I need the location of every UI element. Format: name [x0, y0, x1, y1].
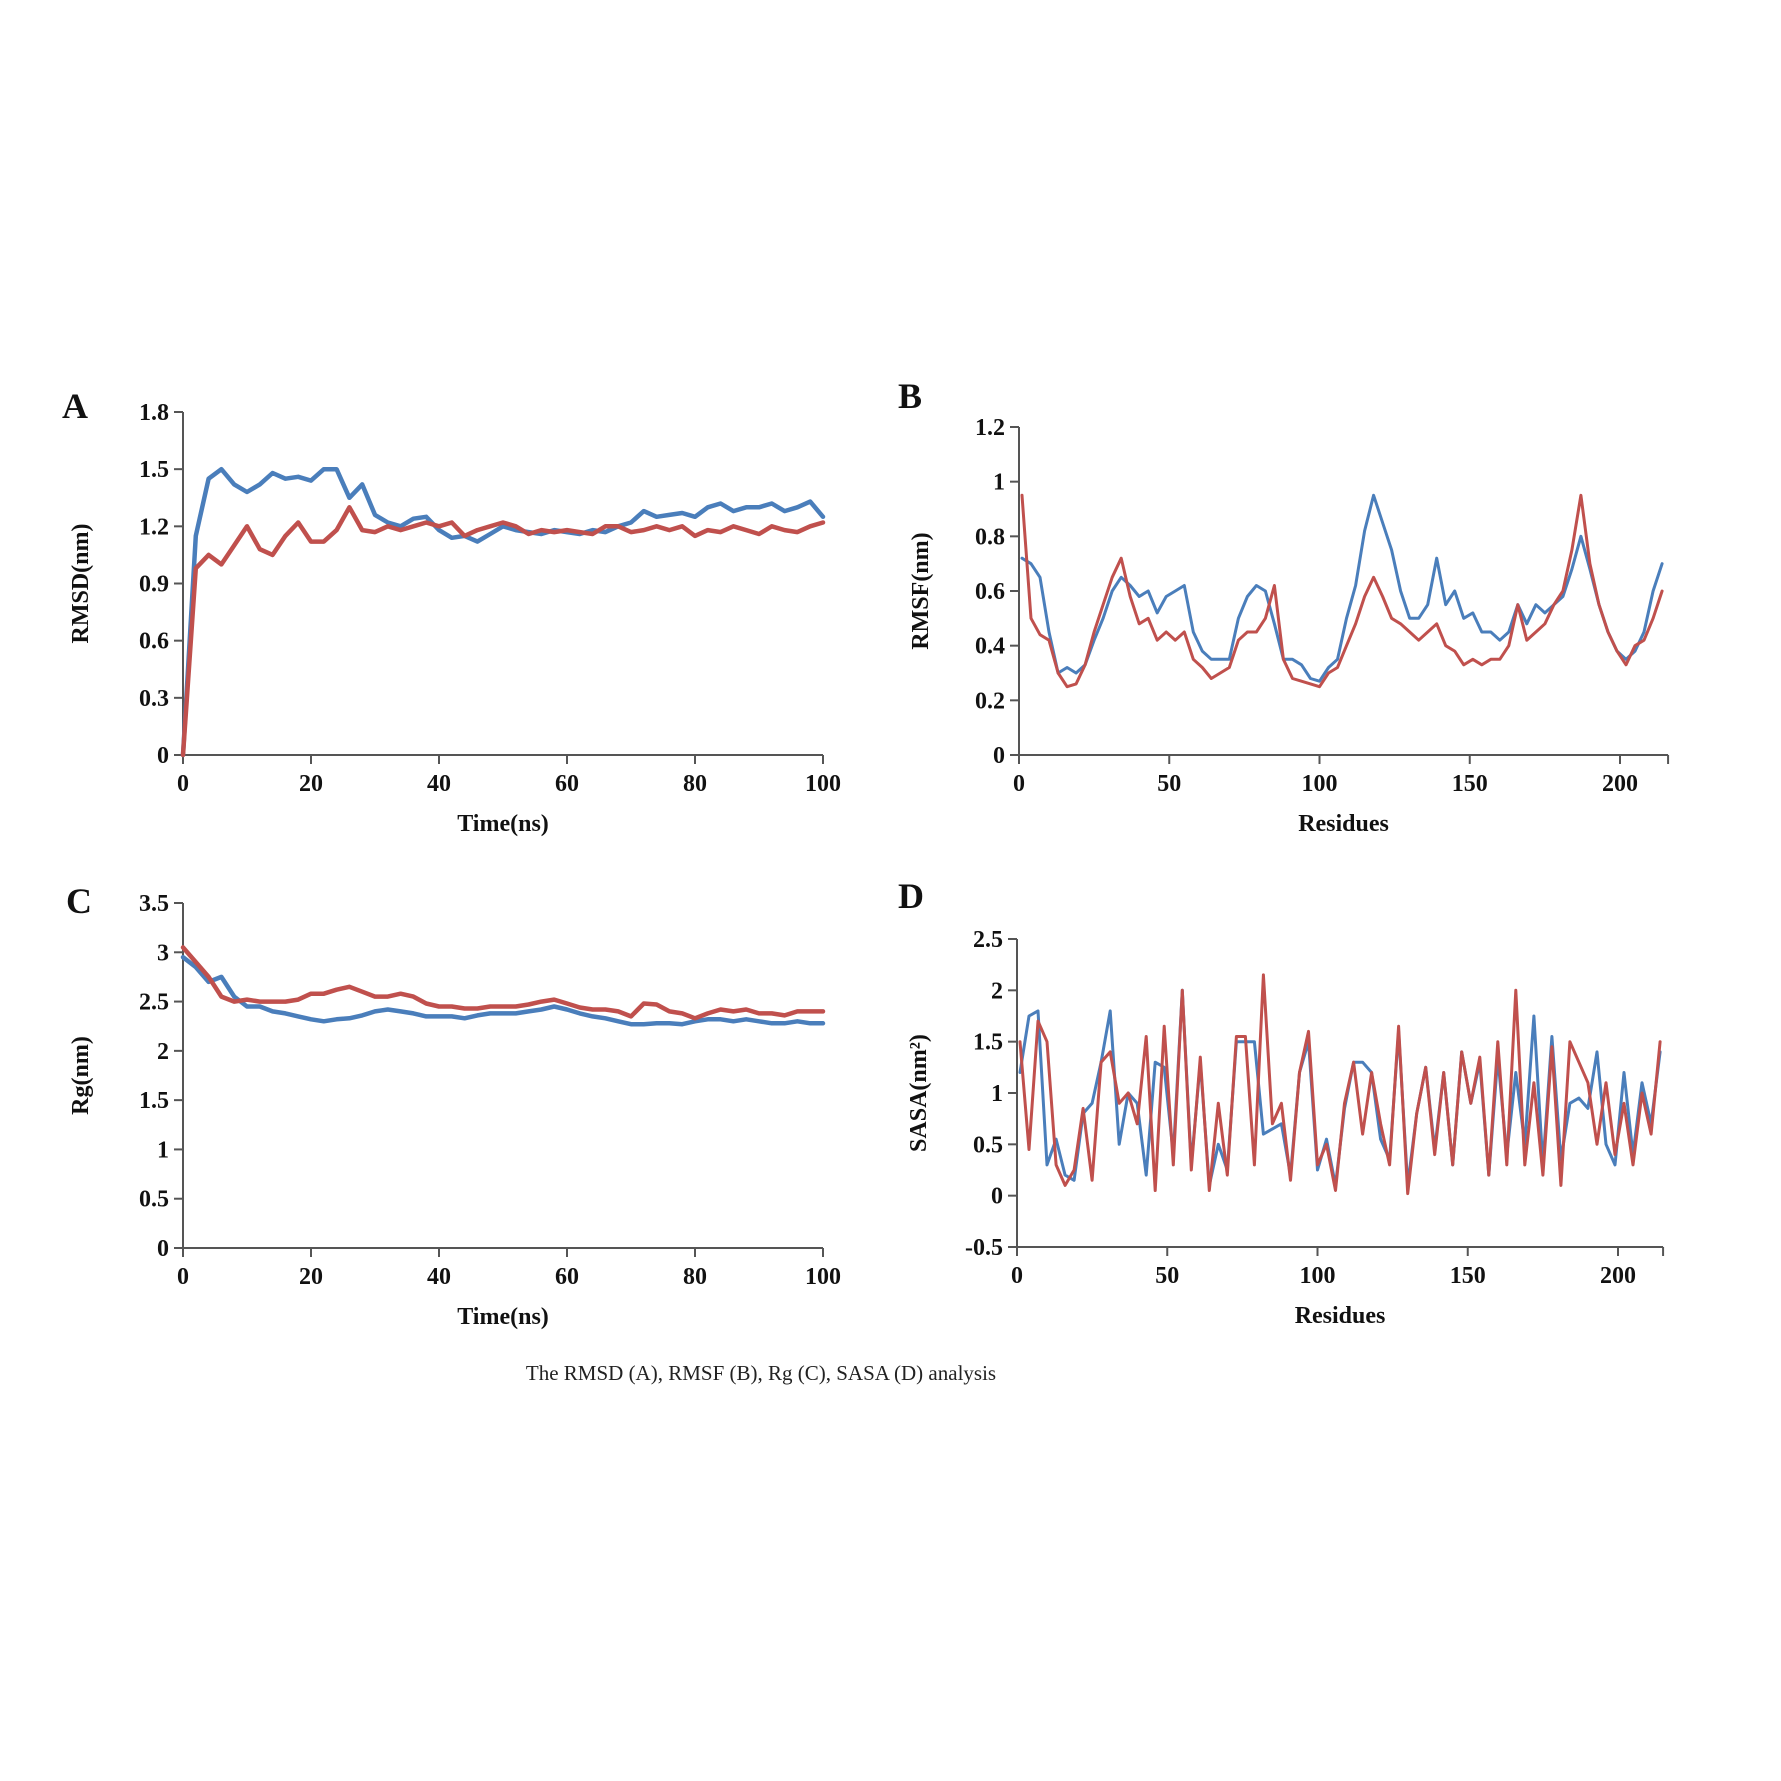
y-tick-label: 0	[993, 743, 1005, 769]
panel-label: B	[898, 376, 922, 416]
y-tick-label: 0.5	[139, 1187, 169, 1213]
y-tick-label: 3	[157, 940, 169, 966]
y-tick-label: 1.8	[139, 400, 169, 426]
y-tick-label: 1.5	[973, 1030, 1003, 1056]
figure-caption: The RMSD (A), RMSF (B), Rg (C), SASA (D)…	[526, 1361, 996, 1385]
x-tick-label: 0	[1013, 771, 1025, 797]
x-axis-title: Residues	[1295, 1303, 1386, 1329]
x-axis-title: Residues	[1298, 811, 1389, 837]
panel-label: D	[898, 876, 924, 916]
y-tick-label: 2	[991, 978, 1003, 1004]
y-tick-label: 0.9	[139, 572, 169, 598]
x-tick-label: 80	[683, 771, 707, 797]
y-tick-label: 1	[993, 470, 1005, 496]
panel-a: A 0 0.3 0.6 0.9 1.2 1.5 1.8 0 20 40 60 80 100 Time(ns)…	[62, 386, 841, 837]
x-axis-title: Time(ns)	[457, 1304, 549, 1330]
y-tick-label: 0.5	[973, 1132, 1003, 1158]
series-line-blue	[180, 466, 826, 758]
y-tick-label: 3.5	[139, 891, 169, 917]
y-tick-label: 2	[157, 1039, 169, 1065]
x-tick-label: 50	[1157, 771, 1181, 797]
panel-d: D -0.5 0 0.5 1 1.5 2 2.5 0 50 100 150 200 Residues SAS…	[898, 876, 1665, 1329]
x-tick-label: 0	[1011, 1263, 1023, 1289]
x-tick-label: 50	[1155, 1263, 1179, 1289]
y-tick-label: 0.6	[139, 629, 169, 655]
y-tick-label: 1.2	[975, 415, 1005, 441]
x-tick-label: 100	[805, 1264, 841, 1290]
y-tick-label: 0	[157, 1236, 169, 1262]
y-tick-label: 1.2	[139, 514, 169, 540]
x-tick-label: 100	[1302, 771, 1338, 797]
y-tick-label: 0.3	[139, 686, 169, 712]
y-tick-label: 2.5	[139, 990, 169, 1016]
x-tick-label: 40	[427, 1264, 451, 1290]
y-tick-label: 0.6	[975, 579, 1005, 605]
y-axis-title: RMSD(nm)	[68, 524, 94, 644]
y-axis-title: SASA(nm²)	[906, 1034, 932, 1152]
x-tick-label: 60	[555, 771, 579, 797]
series-line-blue	[180, 954, 826, 1027]
y-tick-label: 0	[991, 1184, 1003, 1210]
y-tick-label: 1	[157, 1137, 169, 1163]
x-tick-label: 20	[299, 1264, 323, 1290]
series-line-red	[180, 505, 826, 758]
x-tick-label: 80	[683, 1264, 707, 1290]
x-tick-label: 200	[1600, 1263, 1636, 1289]
panel-label: A	[62, 386, 88, 426]
panels: A00.30.60.91.21.51.80 20 40 60 80 100Time(ns)…	[62, 376, 1670, 1330]
panel-label: C	[66, 881, 92, 921]
y-tick-label: 1	[991, 1081, 1003, 1107]
y-tick-label: 1.5	[139, 457, 169, 483]
series-line-red	[1020, 493, 1664, 689]
x-tick-label: 100	[805, 771, 841, 797]
x-tick-label: 0	[177, 1264, 189, 1290]
panel-c: C 0 0.5 1 1.5 2 2.5 3 3.5 0 20 40 60 80 100 Time(ns) Rg(…	[66, 881, 841, 1330]
y-tick-label: 0.8	[975, 524, 1005, 550]
x-tick-label: 150	[1450, 1263, 1486, 1289]
panel-b: B 0 0.2 0.4 0.6 0.8 1 1.2 0 50 100 150 200 Residues RM…	[898, 376, 1670, 837]
x-tick-label: 200	[1602, 771, 1638, 797]
x-tick-label: 40	[427, 771, 451, 797]
y-tick-label: 0.4	[975, 634, 1005, 660]
x-axis-title: Time(ns)	[457, 811, 549, 837]
series-line-red	[180, 945, 826, 1021]
x-tick-label: 100	[1300, 1263, 1336, 1289]
y-tick-label: 0	[157, 743, 169, 769]
y-tick-label: -0.5	[965, 1235, 1003, 1261]
x-tick-label: 20	[299, 771, 323, 797]
x-tick-label: 0	[177, 771, 189, 797]
y-tick-label: 2.5	[973, 927, 1003, 953]
y-tick-label: 1.5	[139, 1088, 169, 1114]
x-tick-label: 150	[1452, 771, 1488, 797]
y-tick-label: 0.2	[975, 688, 1005, 714]
y-axis-title: RMSF(nm)	[908, 532, 934, 649]
y-axis-title: Rg(nm)	[68, 1036, 94, 1115]
x-tick-label: 60	[555, 1264, 579, 1290]
series-line-red	[1018, 973, 1662, 1196]
